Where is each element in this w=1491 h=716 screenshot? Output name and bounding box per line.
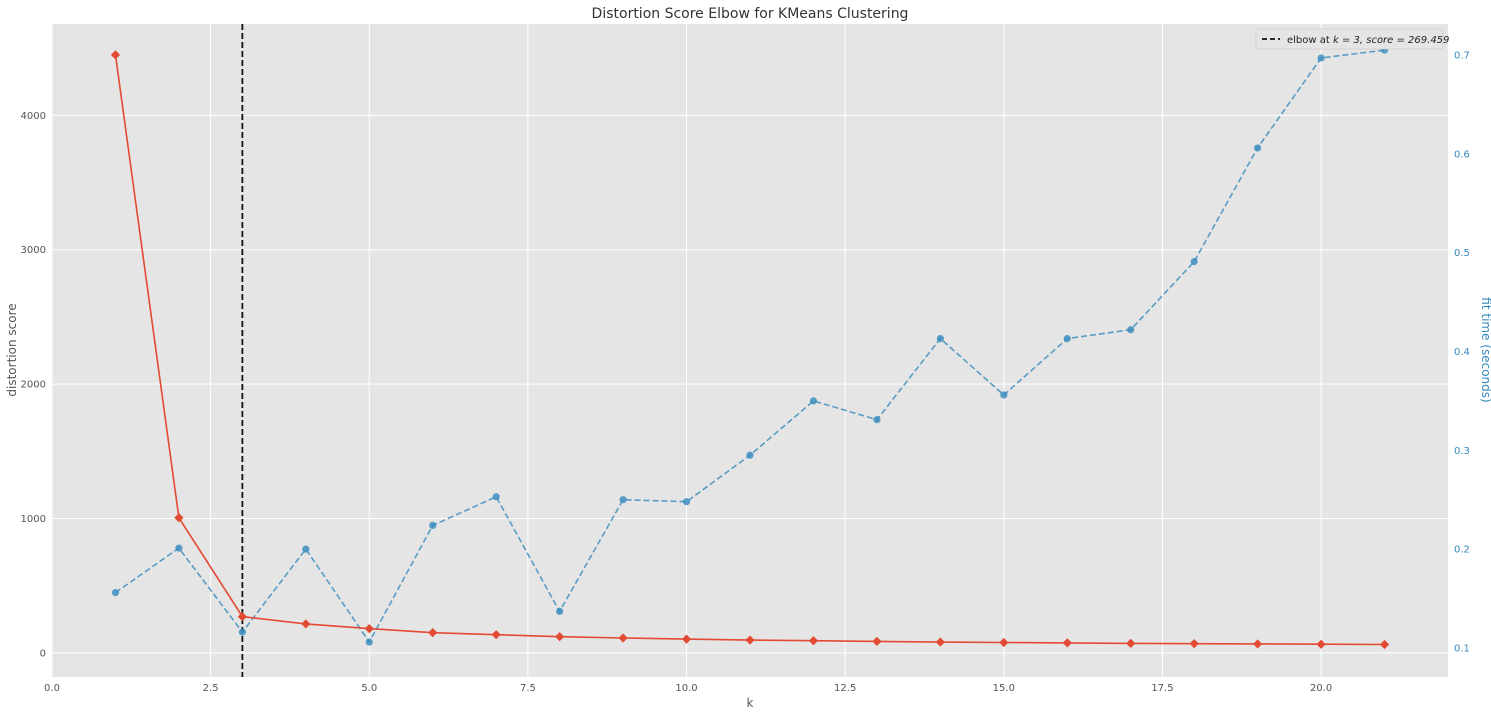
- y-tick-label: 2000: [21, 380, 46, 391]
- fit-time-point: [746, 451, 754, 459]
- y2-tick-label: 0.4: [1454, 347, 1470, 358]
- fit-time-point: [111, 589, 120, 597]
- distortion-point: [681, 634, 692, 644]
- fit-time-point: [429, 521, 437, 530]
- y2-tick-label: 0.6: [1454, 149, 1470, 160]
- y-axis-label: distortion score: [5, 303, 19, 396]
- fit-time-point: [936, 335, 944, 343]
- distortion-point: [1126, 638, 1136, 649]
- fit-time-point: [556, 607, 564, 615]
- grid-lines: [51, 24, 1448, 677]
- fit-time-point: [1190, 257, 1198, 266]
- x-tick-label: 10.0: [675, 683, 697, 694]
- y2-axis-label: fit time (seconds): [1479, 297, 1491, 402]
- fit-time-series: [111, 46, 1389, 646]
- fit-time-point: [809, 397, 818, 405]
- x-tick-label: 5.0: [361, 683, 377, 694]
- distortion-point: [110, 50, 121, 60]
- distortion-point: [1316, 639, 1326, 649]
- y-tick-label: 4000: [21, 111, 46, 122]
- fit-time-point: [619, 496, 627, 504]
- distortion-point: [428, 628, 438, 638]
- x-axis-label: k: [747, 696, 754, 710]
- fit-time-point: [365, 638, 373, 646]
- distortion-point: [174, 513, 184, 523]
- chart-title: Distortion Score Elbow for KMeans Cluste…: [592, 6, 909, 22]
- legend: elbow at k = 3, score = 269.459: [1255, 28, 1449, 50]
- distortion-point: [555, 632, 565, 642]
- distortion-point: [745, 635, 755, 645]
- fit-time-point: [1254, 144, 1262, 152]
- x-tick-label: 15.0: [993, 683, 1015, 694]
- distortion-point: [999, 637, 1009, 648]
- fit-time-point: [1063, 335, 1071, 343]
- distortion-point: [237, 612, 247, 622]
- plot-background: [52, 24, 1448, 677]
- y2-axis-ticks: 0.1 0.2 0.3 0.4 0.5 0.6 0.7: [1454, 51, 1470, 655]
- fit-time-point: [1317, 54, 1325, 62]
- distortion-point: [1253, 639, 1263, 649]
- y-axis-ticks: 0 1000 2000 3000 4000: [21, 111, 46, 659]
- legend-entry: elbow at k = 3, score = 269.459: [1287, 35, 1449, 46]
- distortion-point: [872, 636, 882, 646]
- distortion-point: [364, 624, 374, 634]
- x-tick-label: 2.5: [203, 683, 219, 694]
- fit-time-point: [302, 545, 310, 553]
- x-tick-label: 12.5: [834, 683, 856, 694]
- x-tick-label: 17.5: [1151, 683, 1173, 694]
- y2-tick-label: 0.1: [1454, 643, 1470, 654]
- distortion-point: [1379, 639, 1390, 650]
- y-tick-label: 0: [40, 648, 46, 659]
- distortion-point: [301, 619, 311, 629]
- x-tick-label: 7.5: [520, 683, 536, 694]
- y2-tick-label: 0.2: [1454, 545, 1470, 556]
- distortion-point: [491, 630, 501, 640]
- y-tick-label: 1000: [21, 514, 46, 525]
- fit-time-point: [238, 628, 246, 636]
- y2-tick-label: 0.5: [1454, 248, 1470, 259]
- fit-time-point: [682, 498, 691, 506]
- fit-time-point: [1127, 326, 1135, 334]
- distortion-point: [1062, 638, 1072, 648]
- x-tick-label: 20.0: [1310, 683, 1332, 694]
- distortion-point: [618, 633, 628, 643]
- fit-time-point: [492, 493, 500, 501]
- legend-box: [1255, 28, 1444, 50]
- legend-math: k = 3, score = 269.459: [1333, 35, 1449, 46]
- y2-tick-label: 0.3: [1454, 446, 1470, 457]
- fit-time-point: [175, 544, 183, 552]
- distortion-series: [110, 50, 1390, 650]
- x-tick-label: 0.0: [44, 683, 60, 694]
- fit-time-point: [1000, 391, 1008, 399]
- y2-tick-label: 0.7: [1454, 51, 1470, 62]
- distortion-point: [935, 637, 945, 647]
- distortion-point: [808, 636, 819, 646]
- x-axis-ticks: 0.0 2.5 5.0 7.5 10.0 12.5 15.0 17.5 20.0: [44, 683, 1332, 694]
- legend-prefix: elbow at: [1287, 35, 1333, 46]
- y-tick-label: 3000: [21, 245, 46, 256]
- distortion-point: [1189, 639, 1199, 649]
- fit-time-point: [873, 416, 881, 424]
